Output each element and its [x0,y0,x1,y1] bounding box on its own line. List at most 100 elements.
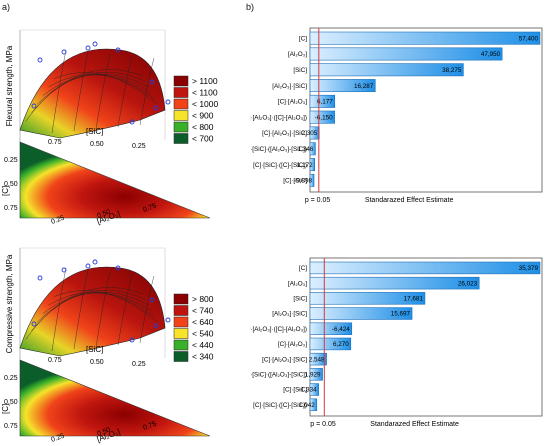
top-tick-label: 0.50 [90,359,104,366]
surface-gridline [54,290,158,323]
c-tick-label: 0.75 [4,205,18,212]
ternary-contour-map [19,359,211,437]
design-point [31,321,37,327]
compressive-pareto-chart: [C] 35,379 [Al₂O₃] 26,023 [SiC] 17,681 [Al₂O₃]… [250,257,543,428]
design-point [37,57,43,63]
c-tick-label: 0.75 [4,423,18,430]
pareto-bar [309,276,480,290]
pareto-category-label: [Al₂O₃]·[SiC]·([Al₂O₃]-[SiC]) [250,372,307,379]
al2o3-tick-label: 0.25 [50,215,65,226]
legend-label: < 800 [192,122,214,132]
legend-label: < 540 [192,329,214,339]
pareto-category-label: [Al₂O₃] [288,280,307,287]
top-tick-label: 0.75 [48,357,62,364]
pareto-bar [309,110,335,124]
pareto-bar [309,79,376,93]
c-tick-label: 0.25 [4,375,18,382]
z-axis-title: Compressive strength, MPa [5,254,14,353]
pareto-category-label: [Al₂O₃]·[SiC] [272,311,307,318]
pareto-bar [309,31,541,45]
design-point [153,323,159,329]
pareto-category-label: [C]·[Al₂O₃]·([C]-[Al₂O₃]) [250,114,307,121]
panel-label-a: a) [2,2,11,12]
flexural-surface-plot: Flexural strength, MPa [SiC] 0.75 0.50 0.25 0… [1,29,219,226]
reference-label: p = 0.05 [305,197,331,204]
sic-axis-label: [SiC] [86,345,103,354]
pareto-value-label: 2,305 [301,130,317,137]
legend-label: < 900 [192,111,214,121]
pareto-bar [309,142,316,156]
ternary-contour-map [19,141,211,219]
pareto-category-label: [Al₂O₃]·[SiC]·([Al₂O₃]-[SiC]) [250,146,307,153]
pareto-category-label: [Al₂O₃] [288,51,307,58]
legend-swatch [173,316,189,328]
reference-label: p = 0.05 [310,421,336,428]
top-tick-label: 0.50 [90,141,104,148]
surface-gridline [117,55,133,128]
legend-label: < 740 [192,306,214,316]
design-point [61,49,67,55]
c-tick-label: 0.25 [4,157,18,164]
response-surface [19,266,166,357]
pareto-value-label: 57,400 [519,35,539,42]
pareto-category-label: [C]·[SiC]·([C]-[SiC]) [253,162,307,169]
pareto-value-label: 35,379 [519,265,539,272]
sic-axis-label: [SiC] [86,127,103,136]
legend-label: < 1100 [192,88,218,98]
legend-swatch [173,98,189,110]
compressive-surface-plot: Compressive strength, MPa [SiC] 0.75 0.50 0.… [1,247,214,444]
surface-gridline [95,271,111,348]
pareto-frame [309,27,543,193]
top-tick-label: 0.25 [132,361,146,368]
flexural-pareto-chart: [C] 57,400 [Al₂O₃] 47,950 [SiC] 38,275 [Al₂O₃]… [250,27,543,204]
pareto-value-label: 2,548 [309,356,325,363]
al2o3-tick-label: 0.75 [142,421,157,432]
pareto-category-label: [C]·[SiC] [283,387,307,394]
panel-label-b: b) [246,2,255,12]
x-axis-title: Standarazed Effect Estimate [370,421,459,428]
legend-swatch [173,328,189,339]
surface-gridline [42,292,152,314]
pareto-value-label: 16,287 [354,83,374,90]
c-axis-label: [C] [1,404,10,414]
legend-swatch [173,133,189,144]
pareto-bar [309,337,352,351]
legend-swatch [173,339,189,351]
c-tick-label: 0.50 [4,399,18,406]
surface-gridline [42,74,152,96]
surface-gridline [48,292,155,317]
pareto-bar [309,352,327,366]
pareto-value-label: -6,150 [315,114,333,121]
surface-gridline [25,69,143,122]
pareto-category-label: [SiC] [293,67,307,74]
c-axis-label: [C] [1,186,10,196]
design-point [129,119,135,125]
surface-gridline [51,267,67,352]
surface-gridline [25,287,143,340]
z-axis-title: Flexural strength, MPa [5,45,14,126]
legend-swatch [173,293,189,305]
pareto-category-label: [C] [299,265,307,272]
legend-swatch [173,87,189,98]
pareto-bar [309,292,426,305]
pareto-value-label: -6,424 [332,326,350,333]
surface-gridline [95,53,111,130]
design-point [31,103,37,109]
design-point [61,267,67,273]
pareto-value-label: 47,950 [481,51,501,58]
surface-gridline [51,49,67,134]
al2o3-tick-label: 0.25 [50,433,65,444]
pareto-value-label: 26,023 [458,280,478,287]
pareto-value-label: -0,898 [294,178,312,185]
design-point [149,297,155,303]
design-point [115,265,121,271]
legend-label: < 340 [192,352,214,362]
design-point [92,259,98,265]
pareto-category-label: [C]·[Al₂O₃] [278,99,307,106]
pareto-bar [309,383,319,396]
surface-gridline [37,73,149,105]
pareto-value-label: -1,334 [299,387,317,394]
pareto-bar [309,307,413,320]
al2o3-tick-label: 0.50 [96,209,111,220]
design-point [115,47,121,53]
